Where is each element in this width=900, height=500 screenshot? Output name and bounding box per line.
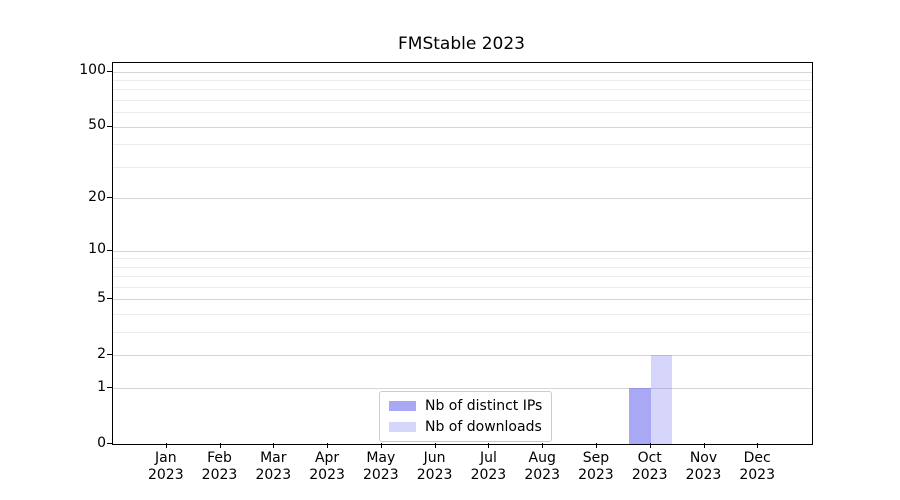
y-tick-label: 100: [79, 62, 106, 79]
y-tick-mark: [107, 197, 112, 199]
x-tick-month: Oct: [637, 450, 662, 466]
minor-gridline: [113, 112, 812, 114]
x-tick-label: Aug 2023: [510, 450, 574, 484]
minor-gridline: [113, 276, 812, 278]
x-tick-month: Feb: [207, 450, 232, 466]
x-tick-year: 2023: [201, 467, 238, 483]
legend: Nb of distinct IPs Nb of downloads: [379, 391, 553, 442]
y-tick-mark: [107, 298, 112, 300]
x-tick-year: 2023: [631, 467, 668, 483]
minor-gridline: [113, 287, 812, 288]
minor-gridline: [113, 166, 812, 168]
minor-gridline: [113, 144, 812, 146]
x-tick-mark: [542, 443, 544, 448]
x-tick-mark: [273, 443, 275, 448]
major-gridline: [113, 299, 812, 301]
x-tick-month: Aug: [528, 450, 556, 466]
legend-swatch-distinct-ips: [389, 401, 416, 411]
x-tick-label: Jul 2023: [456, 450, 520, 484]
x-tick-mark: [488, 443, 490, 448]
bar-distinct-ips: [629, 388, 651, 444]
x-tick-year: 2023: [309, 467, 345, 483]
legend-label-downloads: Nb of downloads: [425, 419, 542, 435]
x-tick-year: 2023: [578, 467, 614, 483]
major-gridline: [113, 388, 812, 390]
x-tick-month: May: [366, 450, 396, 466]
major-gridline: [113, 71, 812, 73]
x-tick-year: 2023: [524, 467, 560, 483]
plot-area: [112, 62, 813, 445]
x-tick-label: Mar 2023: [241, 450, 305, 484]
minor-gridline: [113, 80, 812, 81]
x-tick-year: 2023: [739, 467, 775, 483]
y-tick-label: 0: [97, 434, 106, 451]
bar-downloads: [650, 355, 673, 444]
x-tick-year: 2023: [416, 467, 453, 483]
x-tick-label: Feb 2023: [188, 450, 252, 484]
legend-swatch-downloads: [389, 422, 416, 432]
minor-gridline: [113, 266, 812, 268]
y-tick-label: 5: [97, 289, 106, 306]
x-tick-month: Jan: [155, 450, 177, 466]
x-tick-year: 2023: [147, 467, 184, 483]
y-tick-label: 10: [88, 241, 106, 257]
x-tick-label: May 2023: [349, 450, 413, 484]
y-tick-mark: [107, 70, 112, 72]
y-tick-label: 1: [97, 378, 106, 395]
x-tick-mark: [380, 443, 382, 448]
x-tick-mark: [649, 443, 651, 448]
x-tick-year: 2023: [255, 467, 292, 483]
x-tick-label: Dec 2023: [725, 450, 789, 484]
major-gridline: [113, 198, 812, 200]
x-tick-month: Nov: [689, 450, 718, 466]
y-tick-mark: [107, 387, 112, 389]
x-tick-year: 2023: [470, 467, 507, 483]
x-tick-month: Jun: [423, 450, 446, 466]
minor-gridline: [113, 89, 812, 91]
y-tick-mark: [107, 125, 112, 127]
minor-gridline: [113, 332, 812, 334]
x-tick-label: Apr 2023: [295, 450, 359, 484]
minor-gridline: [113, 314, 812, 316]
x-tick-month: Dec: [743, 450, 771, 466]
y-tick-label: 50: [88, 117, 106, 134]
x-tick-mark: [757, 443, 759, 448]
y-tick-mark: [107, 354, 112, 356]
x-tick-mark: [595, 443, 597, 448]
x-tick-label: Jan 2023: [134, 450, 198, 484]
y-tick-mark: [107, 443, 112, 444]
y-tick-mark: [107, 249, 112, 251]
minor-gridline: [113, 258, 812, 260]
x-tick-label: Jun 2023: [403, 450, 467, 484]
x-tick-label: Oct 2023: [618, 450, 682, 484]
minor-gridline: [113, 100, 812, 101]
major-gridline: [113, 126, 812, 128]
legend-row-distinct-ips: Nb of distinct IPs: [389, 398, 542, 414]
legend-label-distinct-ips: Nb of distinct IPs: [425, 398, 543, 414]
y-tick-label: 20: [88, 188, 106, 205]
x-tick-month: Apr: [314, 450, 340, 466]
x-tick-mark: [434, 443, 436, 448]
x-tick-mark: [703, 443, 705, 448]
plot-inner: [113, 63, 812, 444]
x-tick-month: Sep: [582, 450, 610, 466]
x-tick-mark: [219, 443, 221, 448]
y-tick-label: 2: [97, 345, 106, 362]
x-tick-label: Nov 2023: [672, 450, 736, 484]
x-tick-year: 2023: [685, 467, 722, 483]
x-tick-year: 2023: [362, 467, 399, 483]
legend-row-downloads: Nb of downloads: [389, 419, 542, 435]
chart-title: FMStable 2023: [398, 34, 525, 54]
x-tick-month: Jul: [479, 450, 497, 466]
x-tick-mark: [327, 443, 329, 448]
x-tick-mark: [165, 443, 167, 448]
x-tick-label: Sep 2023: [564, 450, 628, 484]
major-gridline: [113, 250, 812, 252]
major-gridline: [113, 355, 812, 357]
x-tick-month: Mar: [260, 450, 287, 466]
